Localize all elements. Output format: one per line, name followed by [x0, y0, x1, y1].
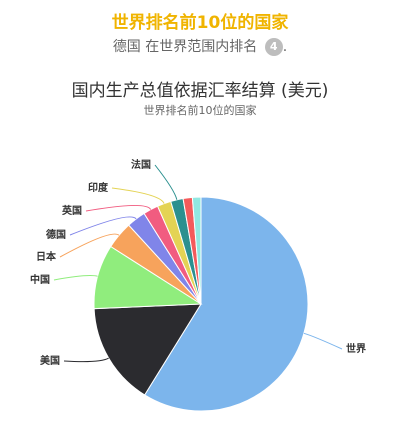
slice-label: 德国 — [45, 228, 66, 241]
slice-label: 英国 — [61, 204, 82, 217]
label-connector — [111, 187, 165, 204]
label-connector — [303, 332, 343, 350]
rank-badge: 4 — [264, 38, 283, 56]
label-connector — [59, 233, 120, 258]
slice-label: 印度 — [88, 181, 109, 194]
page-title: 世界排名前10位的国家 — [111, 13, 289, 33]
chart-title: 国内生产总值依据汇率结算 (美元) — [71, 81, 329, 101]
chart-subtitle: 世界排名前10位的国家 — [143, 104, 257, 117]
slice-label: 法国 — [131, 158, 151, 171]
label-connector — [85, 204, 152, 212]
label-connector — [69, 216, 137, 236]
slice-label: 日本 — [36, 250, 57, 263]
label-connector — [63, 357, 109, 363]
pie-slice[interactable] — [191, 196, 202, 305]
label-connector — [154, 164, 178, 200]
slice-label: 中国 — [30, 273, 50, 286]
pie-slice[interactable] — [143, 196, 309, 412]
pie-slice[interactable] — [93, 303, 202, 396]
rank-text: 德国 在世界范围内排名 — [112, 39, 258, 55]
label-connector — [53, 275, 98, 281]
pie-slices — [93, 196, 309, 412]
slice-label: 美国 — [40, 354, 60, 367]
slice-label: 世界 — [346, 342, 366, 355]
rank-suffix: . — [282, 39, 288, 55]
rank-statement: 德国 在世界范围内排名 4. — [0, 36, 400, 56]
